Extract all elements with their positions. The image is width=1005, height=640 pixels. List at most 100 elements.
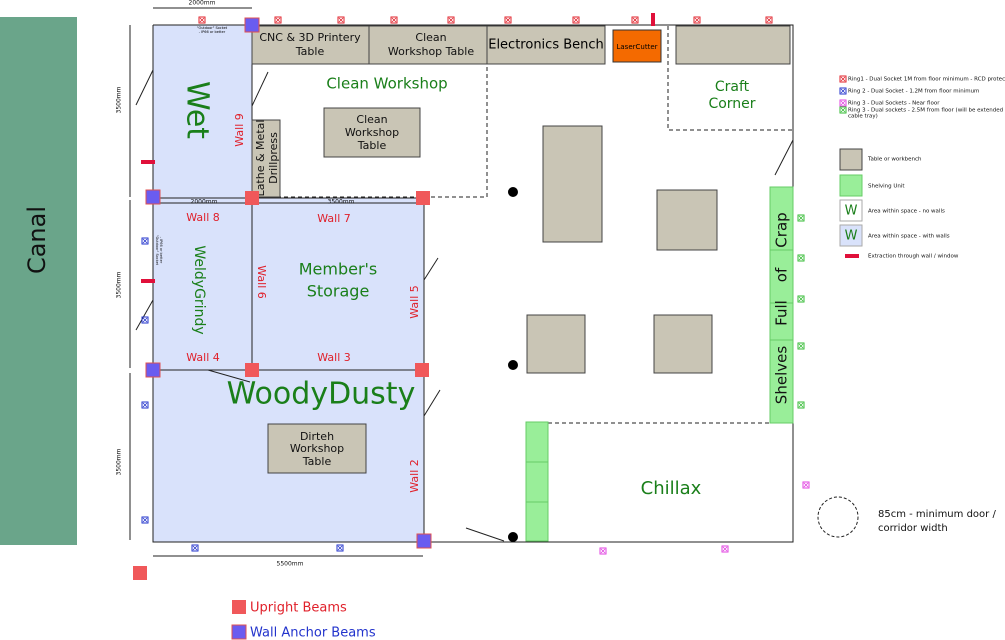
legend-socket — [839, 99, 847, 107]
legend-socket-cross — [840, 100, 846, 106]
room-label: of — [773, 267, 791, 282]
wall-label: Wall 7 — [317, 212, 351, 225]
ring2-socket — [141, 516, 149, 524]
upright-beam — [416, 191, 430, 205]
ring3-socket — [802, 481, 810, 489]
ring1-socket — [198, 16, 206, 24]
table-label: Drillpress — [267, 132, 280, 184]
shelf-divider — [770, 249, 793, 341]
ring1-socket-cross — [448, 17, 454, 23]
ring1-socket-cross — [766, 17, 772, 23]
legend-text: Ring1 - Dual Socket 1M from floor minimu… — [848, 77, 1005, 83]
ring1-socket — [693, 16, 701, 24]
table — [526, 314, 586, 374]
ring2-socket — [336, 544, 344, 552]
table-label: Workshop Table — [388, 45, 474, 58]
upright-beam — [133, 566, 147, 580]
wall-label: Wall 2 — [408, 459, 421, 493]
post — [508, 532, 518, 542]
ring3-high-socket-cross — [798, 296, 804, 302]
ring3-socket — [599, 547, 607, 555]
ring3-high-socket — [797, 254, 805, 262]
legend-socket-cross — [840, 76, 846, 82]
table-label: Workshop — [290, 442, 344, 455]
legend-socket — [839, 87, 847, 95]
ring3-high-socket — [797, 295, 805, 303]
ring1-socket-cross — [338, 17, 344, 23]
legend-text: Shelving Unit — [868, 184, 905, 190]
dimension-label: 3500mm — [116, 86, 123, 113]
extraction — [141, 279, 155, 283]
dimension-label: 3500mm — [116, 448, 123, 475]
ring2-socket-cross — [142, 402, 148, 408]
ring1-socket-cross — [632, 17, 638, 23]
legend-swatch — [839, 199, 863, 222]
ring3-high-socket — [797, 342, 805, 350]
ring1-socket-cross — [573, 17, 579, 23]
dimension-label: 2000mm — [191, 199, 218, 206]
ring3-socket — [721, 545, 729, 553]
door-circle — [817, 496, 859, 538]
table — [251, 25, 370, 65]
shelf-divider — [526, 461, 548, 503]
room-label: Wet — [180, 81, 215, 139]
socket-note: "Outdoor" Socket — [197, 26, 228, 30]
wall-label: Wall 9 — [233, 113, 246, 147]
room-label: Craft — [715, 79, 750, 95]
laser-cutter — [612, 29, 662, 63]
legend-text: Extraction through wall / window — [868, 254, 959, 260]
legend-text: Ring 3 - Dual sockets - 2.5M from floor … — [848, 108, 1005, 114]
legend-swatch — [839, 224, 863, 247]
dimension-label: 5500mm — [277, 561, 304, 568]
room-label: Member's — [299, 260, 378, 279]
ring1-socket-cross — [275, 17, 281, 23]
table-label: Dirteh — [300, 430, 334, 443]
clean-workshop-area — [251, 63, 488, 198]
table — [486, 25, 606, 65]
sockets — [141, 16, 847, 555]
ring1-socket — [504, 16, 512, 24]
ring2-socket — [141, 316, 149, 324]
legend-symbol: W — [845, 204, 858, 219]
weldy-room — [153, 198, 252, 370]
post — [508, 187, 518, 197]
leader-lines — [135, 69, 794, 542]
ring1-socket — [631, 16, 639, 24]
socket-note: - IP66 or better — [159, 237, 163, 264]
wall-label: Wall 5 — [408, 285, 421, 319]
ring2-socket-cross — [142, 317, 148, 323]
table-label: Lathe & Metal — [254, 120, 267, 197]
table — [251, 119, 281, 198]
ring1-socket-cross — [694, 17, 700, 23]
ring2-socket — [141, 237, 149, 245]
room-label: Crap — [773, 212, 791, 247]
legend-socket — [839, 75, 847, 83]
table-label: CNC & 3D Printery — [259, 31, 361, 44]
ring3-high-socket — [797, 214, 805, 222]
table-label: Table — [295, 45, 325, 58]
ring2-socket-cross — [192, 545, 198, 551]
table — [542, 125, 603, 243]
ring3-high-socket-cross — [798, 215, 804, 221]
room-label: Full — [773, 300, 791, 326]
table — [656, 189, 718, 251]
legend-symbol: W — [845, 229, 858, 244]
dimension-label: 3500mm — [116, 271, 123, 298]
legend-socket — [839, 106, 847, 114]
dimension-label: 3500mm — [328, 199, 355, 206]
legend-text: Area within space - no walls — [868, 209, 945, 215]
table — [368, 25, 488, 65]
ring2-socket — [141, 401, 149, 409]
table — [267, 423, 367, 474]
legend-text: Area within space - with walls — [868, 234, 950, 240]
ring2-socket — [191, 544, 199, 552]
door-note: corridor width — [878, 523, 948, 534]
socket-note: - IP66 or better — [199, 30, 226, 34]
anchor-beam — [145, 189, 161, 205]
legend-socket-cross — [840, 88, 846, 94]
upright-beams — [133, 191, 430, 614]
ring3-socket-cross — [722, 546, 728, 552]
beam-legend: Wall Anchor Beams — [250, 626, 376, 640]
ring3-high-socket-cross — [798, 402, 804, 408]
